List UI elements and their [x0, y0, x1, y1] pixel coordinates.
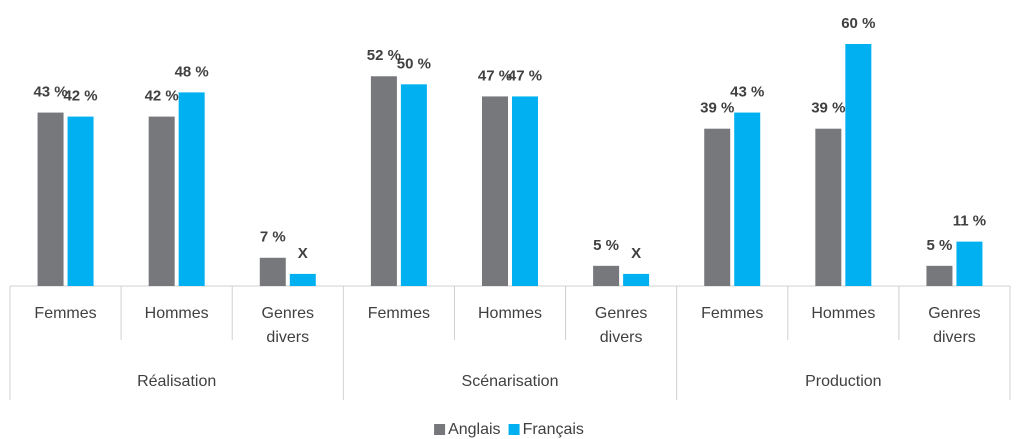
legend-label: Anglais: [448, 421, 500, 438]
legend-swatch: [434, 424, 446, 435]
x-tick-label: Genres divers: [594, 305, 648, 346]
x-tick-label: Femmes: [367, 305, 430, 322]
bar: [956, 241, 983, 286]
x-tick-label: Femmes: [34, 305, 97, 322]
group-label: Scénarisation: [461, 373, 559, 390]
bar: [178, 92, 205, 287]
bar: [67, 116, 94, 286]
bar: [704, 128, 731, 286]
value-label: 5 %: [927, 237, 953, 254]
bar: [623, 273, 650, 286]
value-label: 50 %: [397, 55, 431, 72]
bar: [845, 44, 872, 286]
bar: [259, 257, 286, 286]
value-label: 48 %: [175, 63, 209, 80]
value-label: 60 %: [841, 15, 875, 32]
bar: [512, 96, 538, 286]
bar: [815, 128, 842, 286]
x-tick-label: Femmes: [701, 305, 764, 322]
value-label: 42 %: [63, 88, 97, 105]
legend-label: Français: [523, 421, 584, 438]
bar: [148, 116, 175, 286]
bar: [37, 112, 64, 286]
value-label: 7 %: [260, 229, 286, 246]
x-tick-label: Hommes: [144, 305, 209, 322]
bar: [289, 273, 316, 286]
value-label: 43 %: [730, 84, 764, 101]
value-label: 47 %: [478, 67, 512, 84]
value-label: 52 %: [367, 47, 401, 64]
bar: [593, 265, 620, 286]
value-label: 39 %: [700, 100, 734, 117]
bar: [734, 112, 761, 286]
value-label: 43 %: [33, 84, 67, 101]
value-label: X: [298, 245, 308, 262]
value-label: 39 %: [811, 100, 845, 117]
value-label: 11 %: [953, 213, 986, 230]
bar: [926, 265, 953, 286]
x-tick-label: Genres divers: [261, 305, 314, 346]
value-label: 42 %: [145, 88, 179, 105]
bar: [370, 76, 397, 287]
x-tick-label: Genres divers: [928, 305, 981, 346]
group-label: Production: [805, 373, 882, 390]
legend-swatch: [508, 424, 520, 435]
value-label: 47 %: [508, 67, 542, 84]
bar: [400, 84, 427, 286]
bar: [482, 96, 508, 286]
value-label: X: [631, 245, 641, 262]
group-label: Réalisation: [137, 373, 217, 390]
x-tick-label: Hommes: [477, 305, 542, 322]
x-tick-label: Hommes: [811, 305, 876, 322]
value-label: 5 %: [593, 237, 619, 254]
